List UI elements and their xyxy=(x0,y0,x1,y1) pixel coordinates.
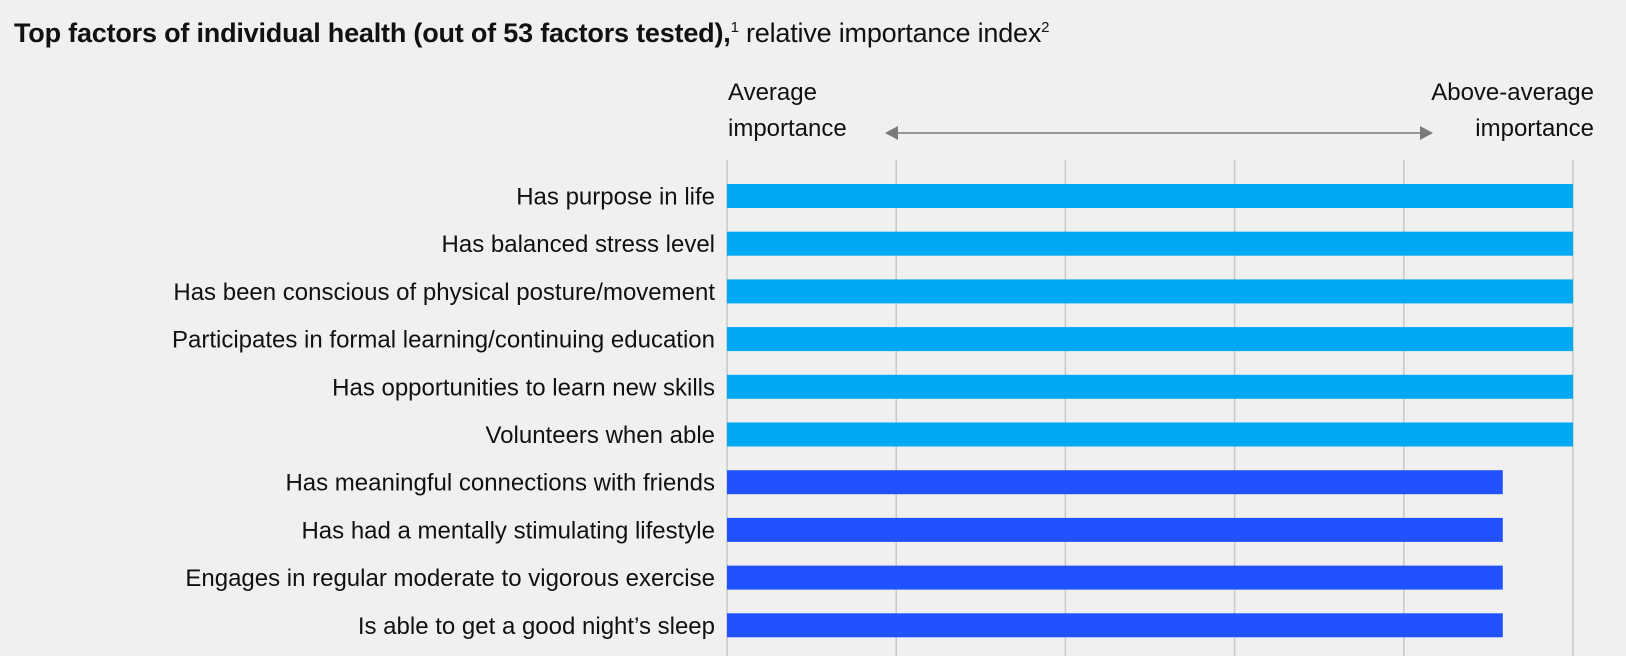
category-labels: Has purpose in life Has balanced stress l… xyxy=(172,184,715,640)
bar-1 xyxy=(727,231,1573,256)
category-label-0: Has purpose in life xyxy=(516,184,715,211)
arrow-head-right xyxy=(1420,126,1433,140)
bar-0 xyxy=(727,184,1573,208)
scale-left-label: Average importance xyxy=(728,75,847,147)
bars xyxy=(727,184,1573,638)
scale-left-line2: importance xyxy=(728,115,847,142)
importance-arrow xyxy=(885,126,1433,140)
category-label-6: Has meaningful connections with friends xyxy=(285,470,715,497)
scale-right-line1: Above-average xyxy=(1431,79,1594,106)
category-label-4: Has opportunities to learn new skills xyxy=(332,374,715,401)
bar-3 xyxy=(727,327,1573,352)
category-label-7: Has had a mentally stimulating lifestyle xyxy=(301,517,715,544)
chart-title: Top factors of individual health (out of… xyxy=(14,18,1050,49)
category-label-1: Has balanced stress level xyxy=(442,231,715,258)
title-main: Top factors of individual health (out of… xyxy=(14,18,731,48)
scale-right-line2: importance xyxy=(1475,115,1594,142)
category-label-3: Participates in formal learning/continui… xyxy=(172,327,715,354)
arrow-head-left xyxy=(885,126,898,140)
bar-4 xyxy=(727,374,1573,399)
bar-2 xyxy=(727,279,1573,304)
title-footnote-2: 2 xyxy=(1041,19,1050,36)
category-label-8: Engages in regular moderate to vigorous … xyxy=(185,565,715,592)
title-footnote-1: 1 xyxy=(730,19,739,36)
title-subtitle: relative importance index xyxy=(738,18,1042,48)
bar-8 xyxy=(727,565,1503,590)
category-label-2: Has been conscious of physical posture/m… xyxy=(173,279,715,306)
scale-left-line1: Average xyxy=(728,79,817,106)
category-label-9: Is able to get a good night’s sleep xyxy=(358,613,715,640)
bar-5 xyxy=(727,422,1573,447)
bar-9 xyxy=(727,613,1503,638)
bar-7 xyxy=(727,517,1503,542)
scale-right-label: Above-average importance xyxy=(1431,75,1594,147)
category-label-5: Volunteers when able xyxy=(486,422,716,449)
bar-6 xyxy=(727,470,1503,495)
